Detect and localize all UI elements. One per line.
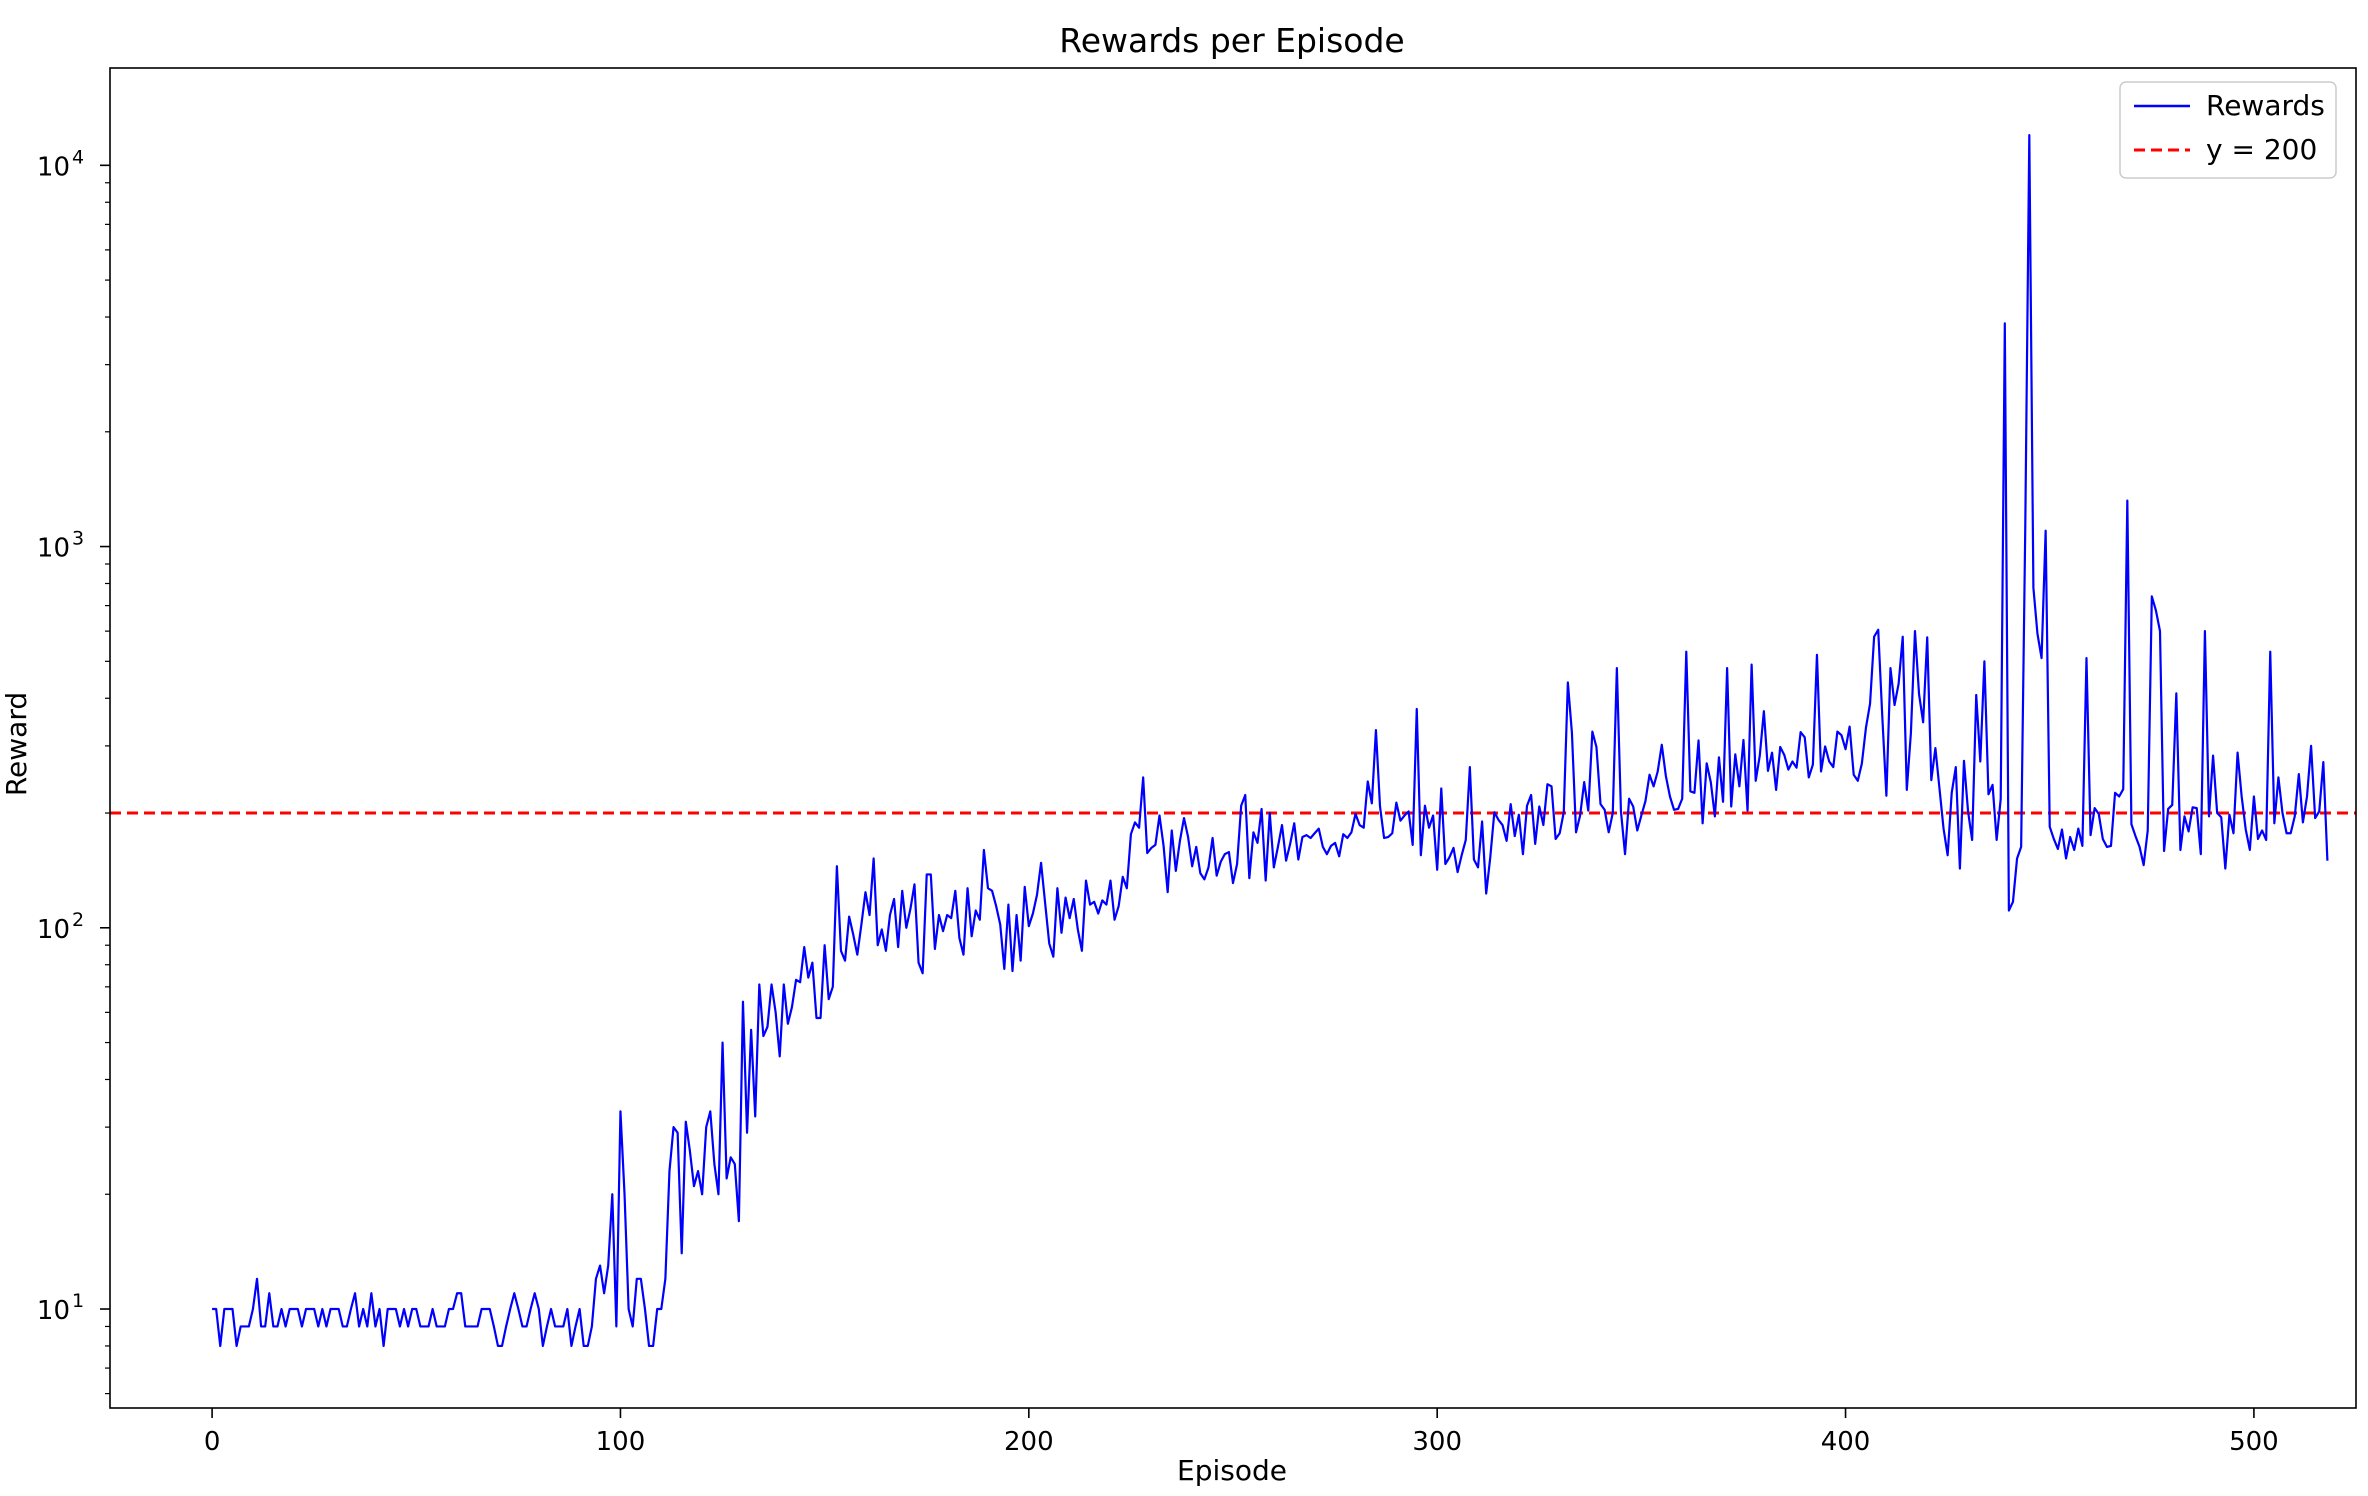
y-axis-label: Reward (0, 692, 33, 796)
x-tick-label: 400 (1821, 1427, 1871, 1457)
x-tick-label: 200 (1004, 1427, 1054, 1457)
x-tick-label: 300 (1412, 1427, 1462, 1457)
y-tick-label: 10 (37, 915, 70, 945)
y-tick-label: 10 (37, 1296, 70, 1326)
y-tick-label: 10 (37, 534, 70, 564)
rewards-series-line (212, 134, 2329, 1348)
plot-area (110, 134, 2356, 1348)
y-tick-exponent: 4 (72, 146, 84, 168)
legend-rewards-label: Rewards (2206, 89, 2325, 122)
x-axis-label: Episode (1177, 1454, 1287, 1487)
x-tick-label: 100 (596, 1427, 646, 1457)
legend-threshold-label: y = 200 (2206, 133, 2317, 166)
y-tick-exponent: 2 (72, 909, 84, 931)
x-tick-label: 0 (204, 1427, 221, 1457)
y-tick-exponent: 1 (72, 1290, 84, 1312)
x-tick-label: 500 (2229, 1427, 2279, 1457)
y-tick-exponent: 3 (72, 528, 84, 550)
plot-frame (109, 67, 2357, 1409)
chart-title: Rewards per Episode (1059, 21, 1405, 60)
legend: Rewards y = 200 (2119, 81, 2337, 179)
y-tick-label: 10 (37, 152, 70, 182)
